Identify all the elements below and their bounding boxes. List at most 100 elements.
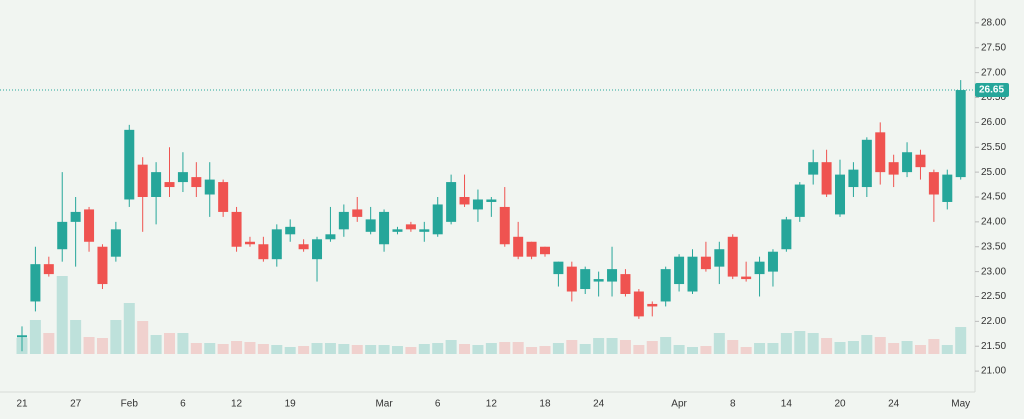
volume-bar — [566, 340, 578, 354]
volume-bar — [190, 343, 202, 354]
candle-body — [607, 269, 618, 282]
x-tick-label: 24 — [888, 399, 900, 410]
y-tick-label: 21.50 — [981, 341, 1006, 352]
x-tick-label: 27 — [70, 399, 82, 410]
volume-bar — [861, 335, 873, 354]
candle-body — [486, 199, 497, 202]
candle-body — [499, 206, 510, 245]
volume-bar — [700, 346, 712, 354]
y-tick-label: 26.50 — [981, 92, 1006, 103]
volume-bar — [244, 342, 256, 354]
candle-body — [902, 152, 913, 173]
volume-bar — [70, 320, 82, 354]
candle-body — [84, 209, 95, 242]
candle-body — [110, 229, 121, 257]
candle-body — [593, 279, 604, 282]
candle-body — [218, 182, 229, 212]
candle-body — [352, 209, 363, 217]
volume-bar — [713, 333, 725, 354]
volume-bar — [941, 345, 953, 354]
volume-bar — [821, 338, 833, 354]
candle-body — [191, 177, 202, 188]
volume-bar — [445, 340, 457, 354]
candle-body — [620, 274, 631, 294]
candle-body — [285, 226, 296, 235]
x-tick-label: Apr — [671, 399, 687, 410]
volume-bar — [633, 345, 645, 354]
volume-bar — [123, 303, 135, 354]
x-tick-label: 14 — [781, 399, 793, 410]
volume-bar — [338, 344, 350, 354]
candle-body — [432, 204, 443, 235]
volume-bar — [83, 337, 95, 354]
candle-body — [204, 179, 215, 195]
volume-bar — [646, 341, 658, 354]
candle-body — [151, 172, 162, 197]
volume-bar — [177, 333, 189, 354]
candle-body — [700, 256, 711, 270]
candle-body — [446, 182, 457, 222]
candle-body — [942, 174, 953, 202]
y-tick-label: 23.00 — [981, 266, 1006, 277]
candle-body — [835, 174, 846, 215]
candle-body — [566, 266, 577, 292]
candle-body — [660, 269, 671, 302]
candle-body — [808, 162, 819, 175]
candle-body — [580, 269, 591, 290]
x-tick-label: 6 — [435, 399, 441, 410]
volume-bar — [137, 321, 149, 354]
x-tick-label: 18 — [539, 399, 551, 410]
y-tick-label: 27.50 — [981, 42, 1006, 53]
candle-body — [17, 335, 27, 338]
volume-bar — [485, 343, 497, 354]
candle-body — [794, 184, 805, 217]
x-tick-label: 20 — [834, 399, 846, 410]
candle-body — [325, 234, 336, 240]
volume-bar — [378, 345, 390, 354]
volume-bar — [901, 341, 913, 354]
candle-body — [124, 129, 135, 200]
volume-bar — [847, 341, 859, 354]
volume-bar — [257, 344, 269, 354]
volume-bar — [324, 343, 336, 354]
candle-body — [888, 162, 899, 175]
candle-body — [754, 261, 765, 275]
candle-body — [687, 256, 698, 292]
candle-body — [177, 172, 188, 183]
volume-bar — [96, 338, 108, 354]
candle-body — [405, 224, 416, 230]
candle-body — [861, 139, 872, 188]
volume-bar — [150, 335, 162, 354]
candle-body — [30, 264, 41, 302]
volume-bar — [955, 327, 967, 354]
x-tick-label: 8 — [730, 399, 736, 410]
volume-bar — [552, 343, 564, 354]
volume-bar — [231, 341, 243, 354]
candle-body — [43, 264, 54, 275]
volume-bar — [43, 333, 55, 354]
volume-bar — [418, 344, 430, 354]
candle-body — [164, 182, 175, 188]
volume-bar — [593, 338, 605, 354]
candle-body — [513, 236, 524, 257]
candle-body — [539, 246, 550, 255]
volume-bar — [673, 345, 685, 354]
candle-body — [258, 244, 269, 260]
volume-bar — [619, 340, 631, 354]
volume-bar — [311, 343, 323, 354]
x-tick-label: 12 — [486, 399, 498, 410]
x-tick-label: 19 — [285, 399, 297, 410]
volume-bar — [579, 344, 591, 354]
volume-bar — [459, 344, 471, 354]
last-price-label: 26.65 — [979, 85, 1004, 96]
y-tick-label: 25.50 — [981, 142, 1006, 153]
volume-bar — [512, 342, 524, 354]
last-price-box — [975, 83, 1009, 98]
volume-bar — [56, 276, 68, 354]
volume-bar — [834, 342, 846, 354]
volume-bar — [780, 333, 792, 354]
candle-body — [57, 221, 68, 250]
candle-body — [674, 256, 685, 285]
volume-bar — [405, 347, 417, 354]
volume-bar — [914, 345, 926, 354]
